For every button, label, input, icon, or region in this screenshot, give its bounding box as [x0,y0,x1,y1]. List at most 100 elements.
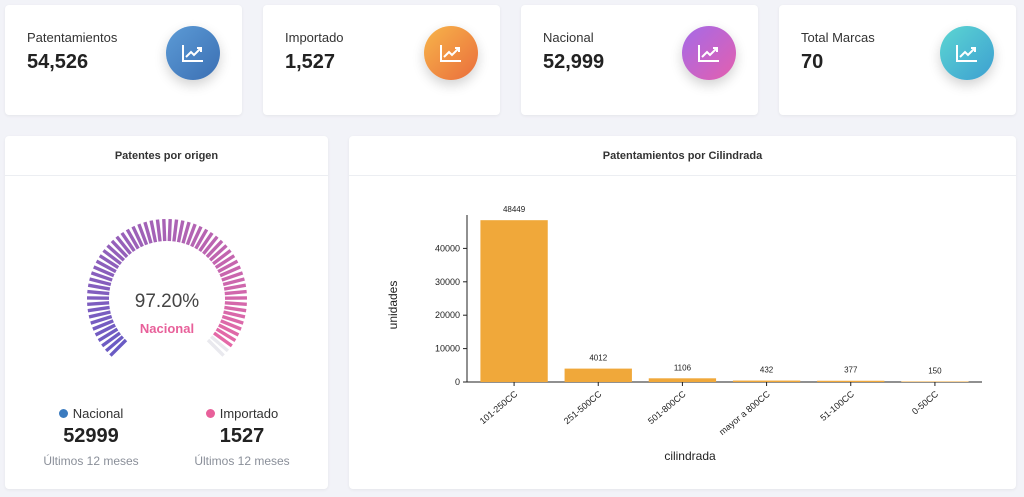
gauge-tick [162,218,167,242]
y-tick-label: 0 [455,377,460,387]
bar [732,380,801,382]
bar [901,381,969,382]
legend-label: Nacional [72,406,124,421]
gauge-tick [102,249,122,266]
gauge-percent: 97.20% [135,291,200,312]
bar-value-label: 48449 [503,205,526,214]
gauge-tick [115,235,132,255]
gauge-tick [110,239,129,259]
gauge-tick [120,231,136,253]
gauge-tick [87,305,110,313]
legend-dot [58,409,68,418]
gauge-tick [218,323,240,337]
gauge-tick [93,265,115,278]
y-tick-label: 20000 [435,310,460,320]
gauge-label: Nacional [140,321,194,336]
x-tick-label: 0-50CC [910,389,941,417]
gauge-tick [223,310,246,319]
gauge-tick [155,219,162,242]
gauge-tick [198,231,214,253]
gauge-tick [194,228,209,250]
stat-label: Total Marcas [801,30,875,45]
legend-nacional: Nacional 52999 Últimos 12 meses [31,406,151,468]
gauge-tick [143,221,153,244]
stat-card-importado: Importado 1,527 [263,5,500,115]
gauge-tick [89,277,112,287]
trend-chart-icon [424,26,478,80]
gauge-tick [87,283,111,291]
gauge-tick [224,301,247,307]
panel-title: Patentamientos por Cilindrada [349,136,1016,176]
legend-importado: Importado 1527 Últimos 12 meses [182,406,302,468]
gauge-tick [209,244,228,262]
gauge-tick [212,249,232,266]
trend-chart-icon [166,26,220,80]
legend-dot [205,409,215,418]
stat-label: Patentamientos [27,30,118,45]
gauge-tick [176,220,185,243]
gauge-tick [213,331,233,348]
gauge-tick [88,310,111,319]
stat-value: 70 [801,51,824,73]
legend-label: Importado [219,406,279,421]
x-tick-label: 101-250CC [478,389,520,427]
y-tick-label: 40000 [435,243,460,253]
gauge-tick [92,319,114,331]
stat-card-patentamientos: Patentamientos 54,526 [5,5,242,115]
gauge-tick [94,323,116,337]
gauge-tick [97,327,119,342]
gauge-tick [219,265,241,278]
gauge-tick [205,239,224,259]
gauge-tick [210,335,230,353]
bar-value-label: 4012 [589,354,607,363]
stat-card-nacional: Nacional 52,999 [521,5,758,115]
gauge-tick [90,314,113,325]
gauge-tick [90,271,113,282]
bar [817,380,885,382]
gauge-tick [87,289,110,296]
gauge-tick [172,219,179,242]
trend-chart-icon [682,26,736,80]
bar [648,378,717,382]
stat-value: 52,999 [543,51,605,73]
stat-label: Nacional [543,30,594,45]
gauge-tick [109,338,128,357]
x-tick-label: 501-800CC [646,389,688,427]
gauge-tick [104,335,124,353]
legend-value: 1527 [219,425,265,447]
x-tick-label: 51-100CC [818,389,856,423]
bar-value-label: 377 [844,366,858,375]
y-axis-label: unidades [386,281,400,330]
x-axis-label: cilindrada [664,449,716,463]
gauge-tick [214,254,236,270]
gauge-tick [220,319,242,331]
x-tick-label: mayor a 800CC [717,389,772,437]
stat-value: 54,526 [27,51,89,73]
gauge-tick [87,301,110,307]
gauge-tick [222,277,245,287]
gauge-tick [190,225,203,248]
gauge-tick [149,220,158,243]
trend-chart-icon [940,26,994,80]
bar [564,368,632,382]
gauge-tick [215,327,237,342]
gauge-tick [131,225,144,248]
gauge-tick [206,338,225,357]
gauge-tick [95,259,117,274]
gauge-tick [202,235,219,255]
legend-period: Últimos 12 meses [43,454,139,468]
legend-value: 52999 [63,425,119,447]
cilindrada-panel: Patentamientos por Cilindrada 0 10000 2000… [349,136,1016,489]
y-tick-label: 10000 [435,344,460,354]
origin-panel: Patentes por origen 97.20% Nacional Naci… [5,136,328,489]
gauge-tick [137,223,149,246]
gauge-tick [221,271,244,282]
gauge-tick [185,223,197,246]
y-tick-label: 30000 [435,277,460,287]
stat-value: 1,527 [285,51,336,73]
x-tick-label: 251-500CC [562,389,604,427]
gauge-tick [106,244,125,262]
gauge-tick [223,283,247,291]
gauge-tick [125,228,140,250]
gauge-tick [181,221,191,244]
